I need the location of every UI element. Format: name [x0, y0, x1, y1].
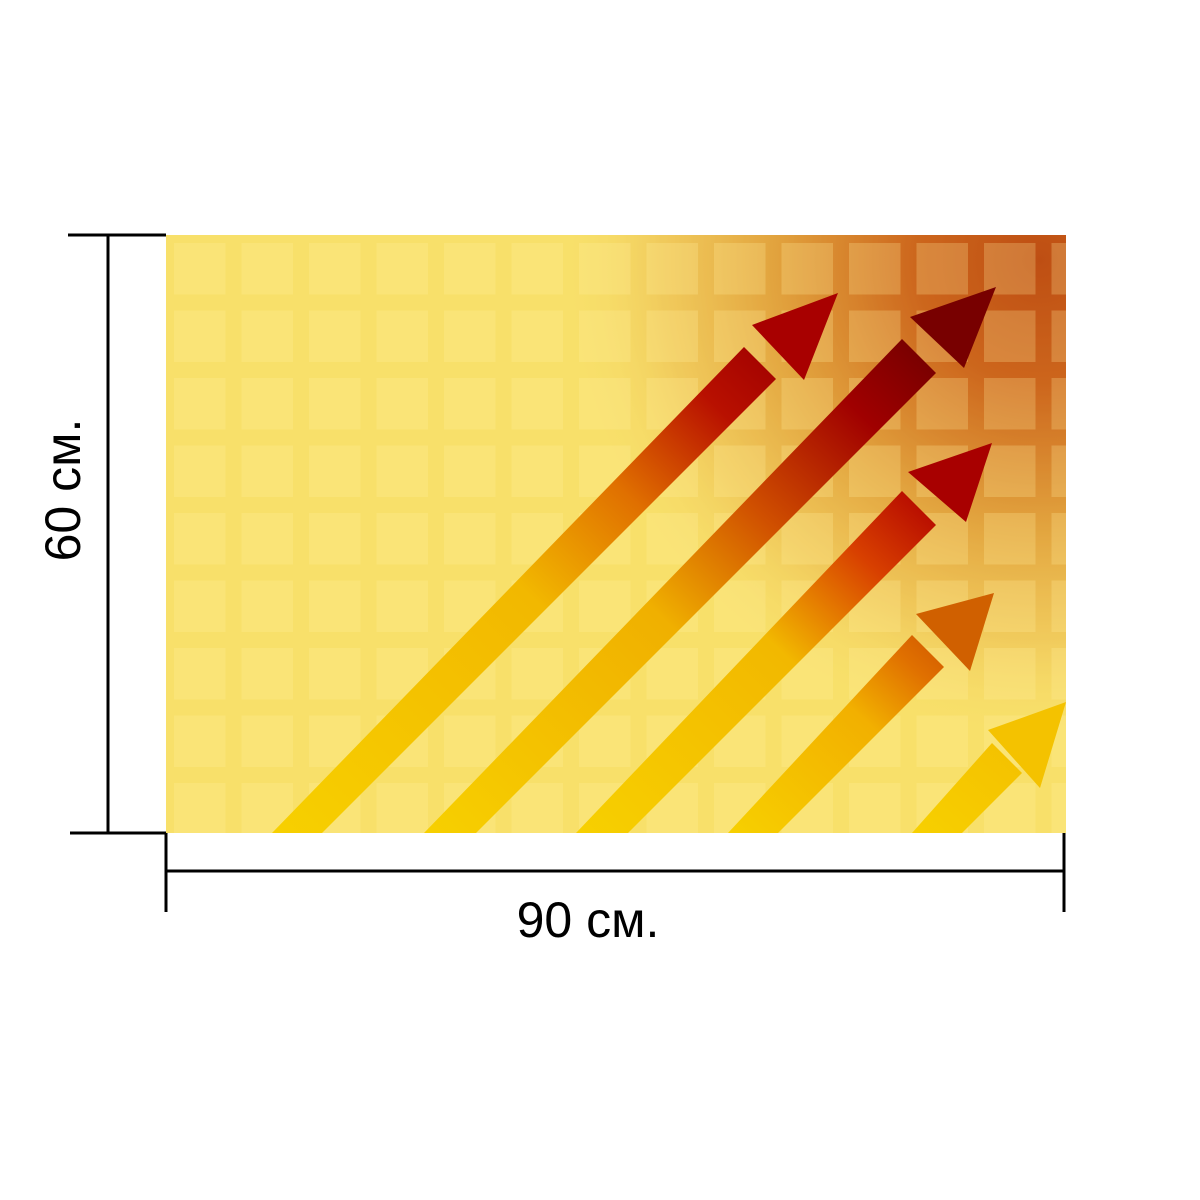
width-label: 90 см.	[517, 892, 660, 948]
arrow-2-icon	[424, 287, 996, 833]
arrow-3-icon	[576, 443, 992, 833]
arrow-1-icon	[272, 293, 838, 833]
height-dimension	[68, 233, 166, 835]
arrow-5-icon	[912, 702, 1066, 833]
height-label: 60 см.	[35, 419, 91, 562]
width-dimension	[164, 833, 1066, 912]
arrow-4-icon	[728, 593, 994, 833]
print-artwork	[166, 235, 1066, 833]
